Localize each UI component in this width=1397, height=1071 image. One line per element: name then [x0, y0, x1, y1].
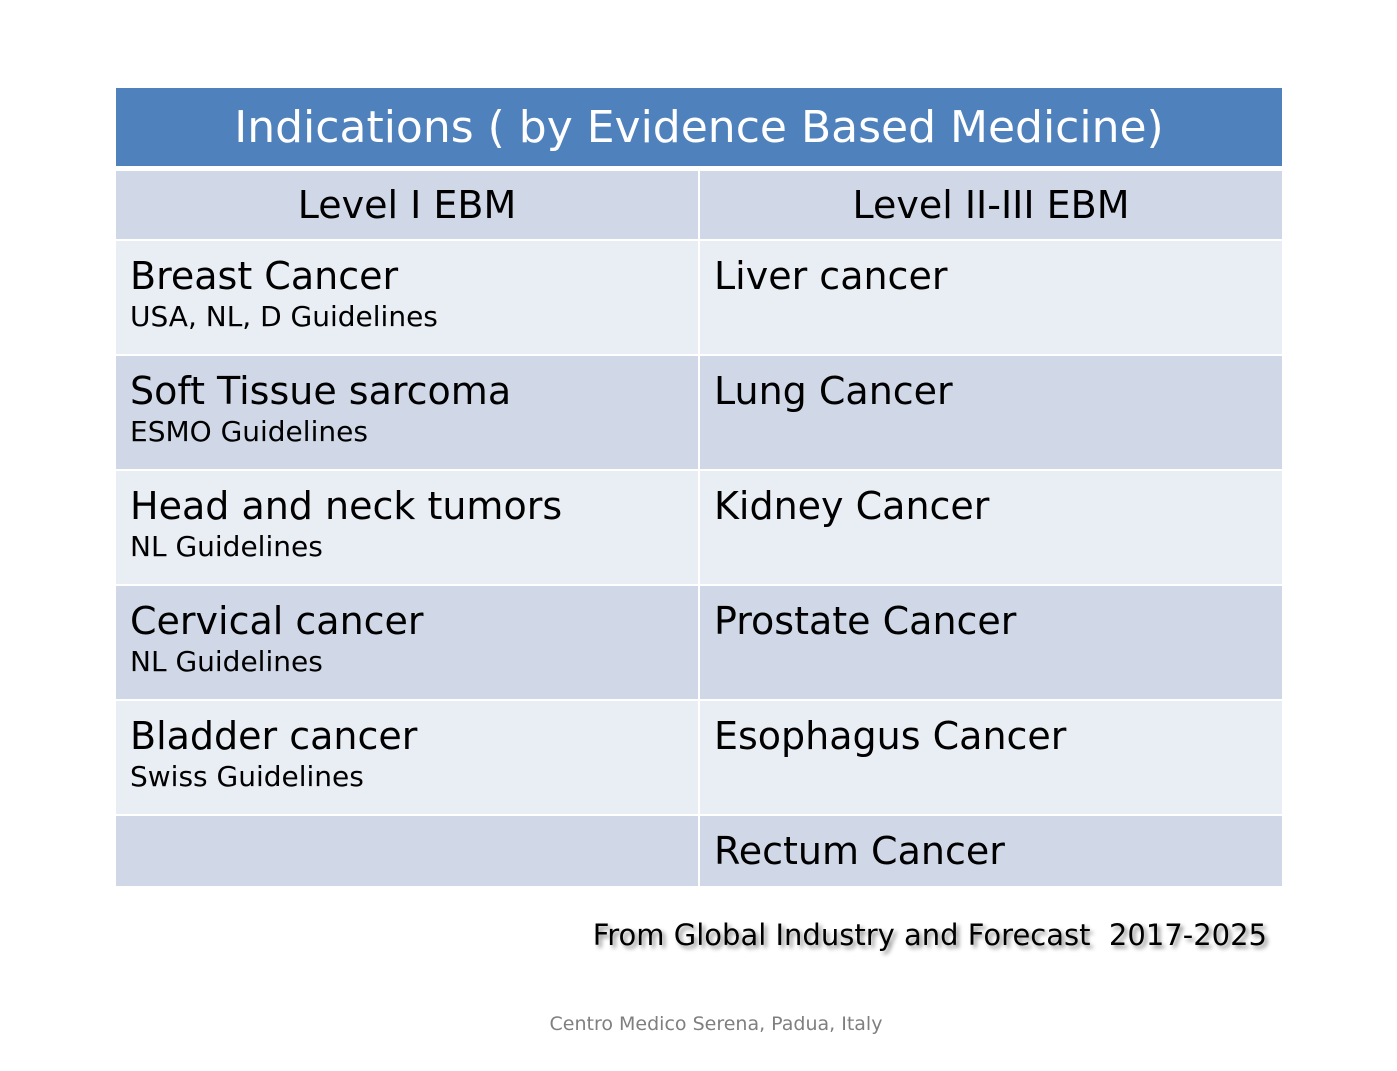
source-note: From Global Industry and Forecast 2017-2…	[592, 918, 1267, 952]
indication-name: Breast Cancer	[130, 254, 399, 298]
footer-credit: Centro Medico Serena, Padua, Italy	[549, 1013, 883, 1035]
indication-name: Bladder cancer	[130, 714, 418, 758]
table-row: Soft Tissue sarcoma ESMO Guidelines Lung…	[116, 355, 1282, 471]
guideline-source: USA, NL, D Guidelines	[130, 300, 438, 333]
table-row: Rectum Cancer	[116, 815, 1282, 886]
table-header-row: Level I EBM Level II-III EBM	[116, 168, 1282, 241]
level-1-cell: Soft Tissue sarcoma ESMO Guidelines	[116, 355, 700, 471]
indication-name: Esophagus Cancer	[714, 714, 1067, 758]
level-2-3-cell: Kidney Cancer	[699, 470, 1282, 586]
table-row: Bladder cancer Swiss Guidelines Esophagu…	[116, 700, 1282, 816]
indication-name: Head and neck tumors	[130, 484, 563, 528]
table-title-row: Indications ( by Evidence Based Medicine…	[116, 88, 1282, 171]
indications-table: Indications ( by Evidence Based Medicine…	[116, 88, 1282, 886]
level-2-3-cell: Lung Cancer	[699, 355, 1282, 471]
header-level-2-3: Level II-III EBM	[699, 168, 1282, 241]
indication-name: Cervical cancer	[130, 599, 424, 643]
level-1-cell: Cervical cancer NL Guidelines	[116, 585, 700, 701]
guideline-source: NL Guidelines	[130, 645, 323, 678]
level-1-cell: Breast Cancer USA, NL, D Guidelines	[116, 240, 700, 356]
indication-name: Kidney Cancer	[714, 484, 990, 528]
guideline-source: NL Guidelines	[130, 530, 323, 563]
level-1-cell-empty	[116, 815, 700, 886]
guideline-source: ESMO Guidelines	[130, 415, 368, 448]
level-1-cell: Head and neck tumors NL Guidelines	[116, 470, 700, 586]
level-2-3-cell: Liver cancer	[699, 240, 1282, 356]
table-row: Breast Cancer USA, NL, D Guidelines Live…	[116, 240, 1282, 356]
level-2-3-cell: Prostate Cancer	[699, 585, 1282, 701]
table-row: Cervical cancer NL Guidelines Prostate C…	[116, 585, 1282, 701]
indication-name: Prostate Cancer	[714, 599, 1017, 643]
header-level-1: Level I EBM	[116, 168, 700, 241]
guideline-source: Swiss Guidelines	[130, 760, 364, 793]
level-2-3-cell: Rectum Cancer	[699, 815, 1282, 886]
indication-name: Lung Cancer	[714, 369, 953, 413]
indication-name: Liver cancer	[714, 254, 948, 298]
level-1-cell: Bladder cancer Swiss Guidelines	[116, 700, 700, 816]
indication-name: Rectum Cancer	[714, 829, 1005, 873]
level-2-3-cell: Esophagus Cancer	[699, 700, 1282, 816]
table-row: Head and neck tumors NL Guidelines Kidne…	[116, 470, 1282, 586]
indication-name: Soft Tissue sarcoma	[130, 369, 512, 413]
table-title: Indications ( by Evidence Based Medicine…	[116, 88, 1282, 171]
